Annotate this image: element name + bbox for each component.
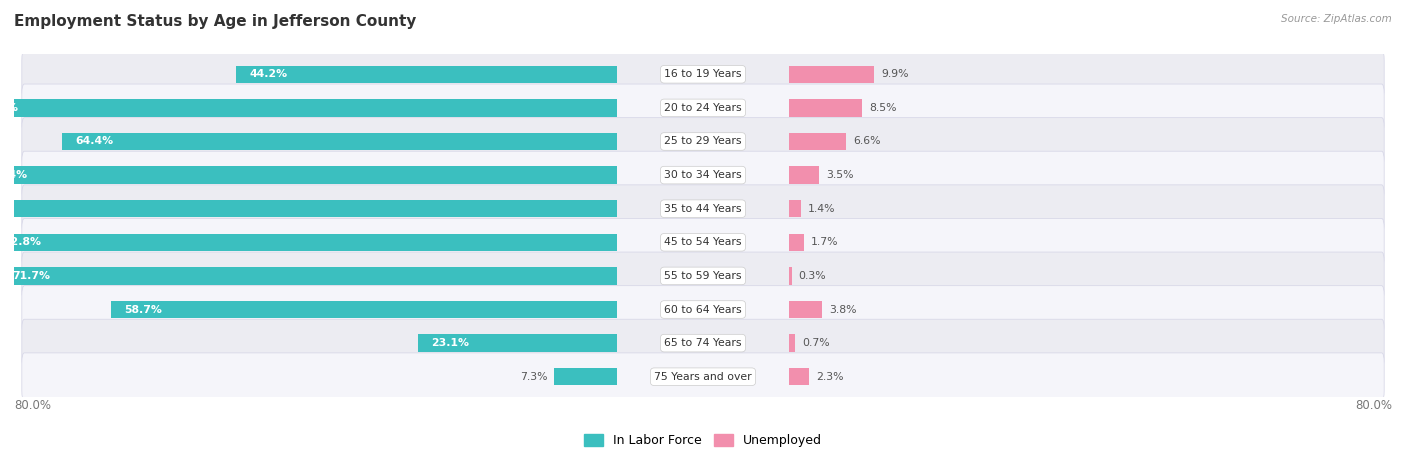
Bar: [789, 368, 808, 386]
Bar: [236, 65, 617, 83]
Bar: [789, 133, 846, 150]
Text: 1.7%: 1.7%: [811, 237, 838, 247]
Text: 58.7%: 58.7%: [124, 304, 162, 314]
Text: 16 to 19 Years: 16 to 19 Years: [664, 69, 742, 79]
Text: 30 to 34 Years: 30 to 34 Years: [664, 170, 742, 180]
FancyBboxPatch shape: [22, 252, 1384, 300]
Bar: [0, 267, 617, 285]
FancyBboxPatch shape: [22, 185, 1384, 233]
FancyBboxPatch shape: [22, 84, 1384, 132]
Bar: [0, 166, 617, 184]
Bar: [0, 200, 617, 217]
Text: 23.1%: 23.1%: [430, 338, 468, 348]
Text: 25 to 29 Years: 25 to 29 Years: [664, 137, 742, 147]
Text: 65 to 74 Years: 65 to 74 Years: [664, 338, 742, 348]
FancyBboxPatch shape: [22, 118, 1384, 166]
Text: 9.9%: 9.9%: [882, 69, 908, 79]
Bar: [789, 99, 862, 117]
Bar: [789, 267, 792, 285]
Bar: [62, 133, 617, 150]
Text: 76.5%: 76.5%: [0, 204, 8, 214]
Text: 55 to 59 Years: 55 to 59 Years: [664, 271, 742, 281]
Text: 2.3%: 2.3%: [815, 372, 844, 382]
Bar: [418, 334, 617, 352]
Text: 75.4%: 75.4%: [0, 103, 18, 113]
FancyBboxPatch shape: [22, 285, 1384, 333]
FancyBboxPatch shape: [22, 353, 1384, 400]
FancyBboxPatch shape: [22, 151, 1384, 199]
Text: 60 to 64 Years: 60 to 64 Years: [664, 304, 742, 314]
Text: 44.2%: 44.2%: [249, 69, 287, 79]
Text: 1.4%: 1.4%: [808, 204, 835, 214]
Text: 72.8%: 72.8%: [3, 237, 41, 247]
FancyBboxPatch shape: [22, 218, 1384, 266]
Text: 74.4%: 74.4%: [0, 170, 27, 180]
Text: 3.8%: 3.8%: [828, 304, 856, 314]
Text: 3.5%: 3.5%: [827, 170, 853, 180]
Bar: [789, 166, 820, 184]
Bar: [789, 200, 801, 217]
Text: Source: ZipAtlas.com: Source: ZipAtlas.com: [1281, 14, 1392, 23]
Text: 35 to 44 Years: 35 to 44 Years: [664, 204, 742, 214]
Bar: [0, 99, 617, 117]
Text: 0.7%: 0.7%: [801, 338, 830, 348]
Text: 20 to 24 Years: 20 to 24 Years: [664, 103, 742, 113]
Bar: [554, 368, 617, 386]
Text: 64.4%: 64.4%: [75, 137, 114, 147]
Text: Employment Status by Age in Jefferson County: Employment Status by Age in Jefferson Co…: [14, 14, 416, 28]
Text: 45 to 54 Years: 45 to 54 Years: [664, 237, 742, 247]
Text: 0.3%: 0.3%: [799, 271, 827, 281]
Legend: In Labor Force, Unemployed: In Labor Force, Unemployed: [579, 429, 827, 451]
Text: 6.6%: 6.6%: [853, 137, 880, 147]
Text: 80.0%: 80.0%: [14, 399, 51, 412]
Bar: [789, 65, 875, 83]
FancyBboxPatch shape: [22, 51, 1384, 98]
Bar: [111, 301, 617, 318]
Bar: [0, 234, 617, 251]
Text: 7.3%: 7.3%: [520, 372, 547, 382]
Bar: [789, 334, 796, 352]
Text: 80.0%: 80.0%: [1355, 399, 1392, 412]
Text: 75 Years and over: 75 Years and over: [654, 372, 752, 382]
FancyBboxPatch shape: [22, 319, 1384, 367]
Bar: [789, 301, 823, 318]
Text: 71.7%: 71.7%: [13, 271, 51, 281]
Bar: [789, 234, 804, 251]
Text: 8.5%: 8.5%: [869, 103, 897, 113]
